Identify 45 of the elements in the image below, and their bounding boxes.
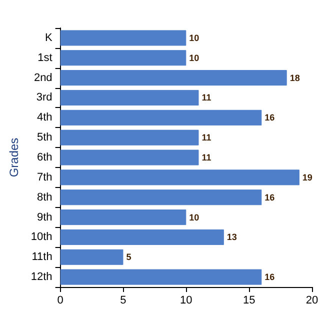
- x-tick-label: 10: [180, 294, 192, 306]
- y-tick-label: 5th: [37, 132, 52, 144]
- x-tick-label: 20: [306, 294, 318, 306]
- bar: [60, 269, 262, 285]
- bar: [60, 150, 199, 166]
- data-label: 11: [202, 132, 212, 143]
- bar: [60, 50, 186, 66]
- bar: [60, 90, 199, 106]
- y-tick-label: 8th: [37, 191, 52, 204]
- bar: [60, 170, 300, 186]
- data-label: 13: [226, 232, 237, 242]
- x-tick-label: 15: [242, 294, 256, 306]
- bar: [60, 229, 224, 245]
- data-label: 19: [302, 172, 312, 182]
- y-tick-label: 7th: [37, 171, 52, 184]
- data-label: 16: [264, 192, 275, 202]
- data-label: 10: [189, 52, 200, 63]
- x-tick-label: 0: [57, 294, 64, 306]
- data-label: 11: [202, 92, 212, 103]
- bar: [60, 130, 199, 146]
- data-label: 11: [202, 152, 212, 162]
- bar: [60, 70, 287, 86]
- y-tick-label: 4th: [37, 112, 52, 124]
- bar: [60, 30, 186, 46]
- data-label: 10: [189, 212, 200, 222]
- y-tick-label: 3rd: [36, 92, 52, 104]
- bar: [60, 190, 262, 206]
- y-tick-label: 11th: [32, 251, 52, 264]
- y-tick-label: 2nd: [34, 72, 52, 84]
- data-label: 18: [290, 72, 300, 83]
- bar: [60, 110, 262, 126]
- data-label: 16: [264, 272, 275, 282]
- data-label: 16: [264, 112, 275, 123]
- y-tick-label: 6th: [37, 152, 52, 164]
- data-label: 10: [189, 32, 200, 43]
- y-tick-label: 12th: [30, 271, 52, 284]
- y-axis-title: Grades: [7, 138, 21, 178]
- bar: [60, 210, 186, 226]
- y-tick-label: K: [44, 32, 53, 44]
- y-tick-label: 10th: [30, 231, 52, 244]
- data-label: 5: [126, 252, 132, 262]
- y-tick-label: 1st: [38, 52, 52, 64]
- bar: [60, 249, 124, 265]
- x-tick-label: 5: [120, 294, 126, 306]
- y-tick-label: 9th: [37, 211, 52, 224]
